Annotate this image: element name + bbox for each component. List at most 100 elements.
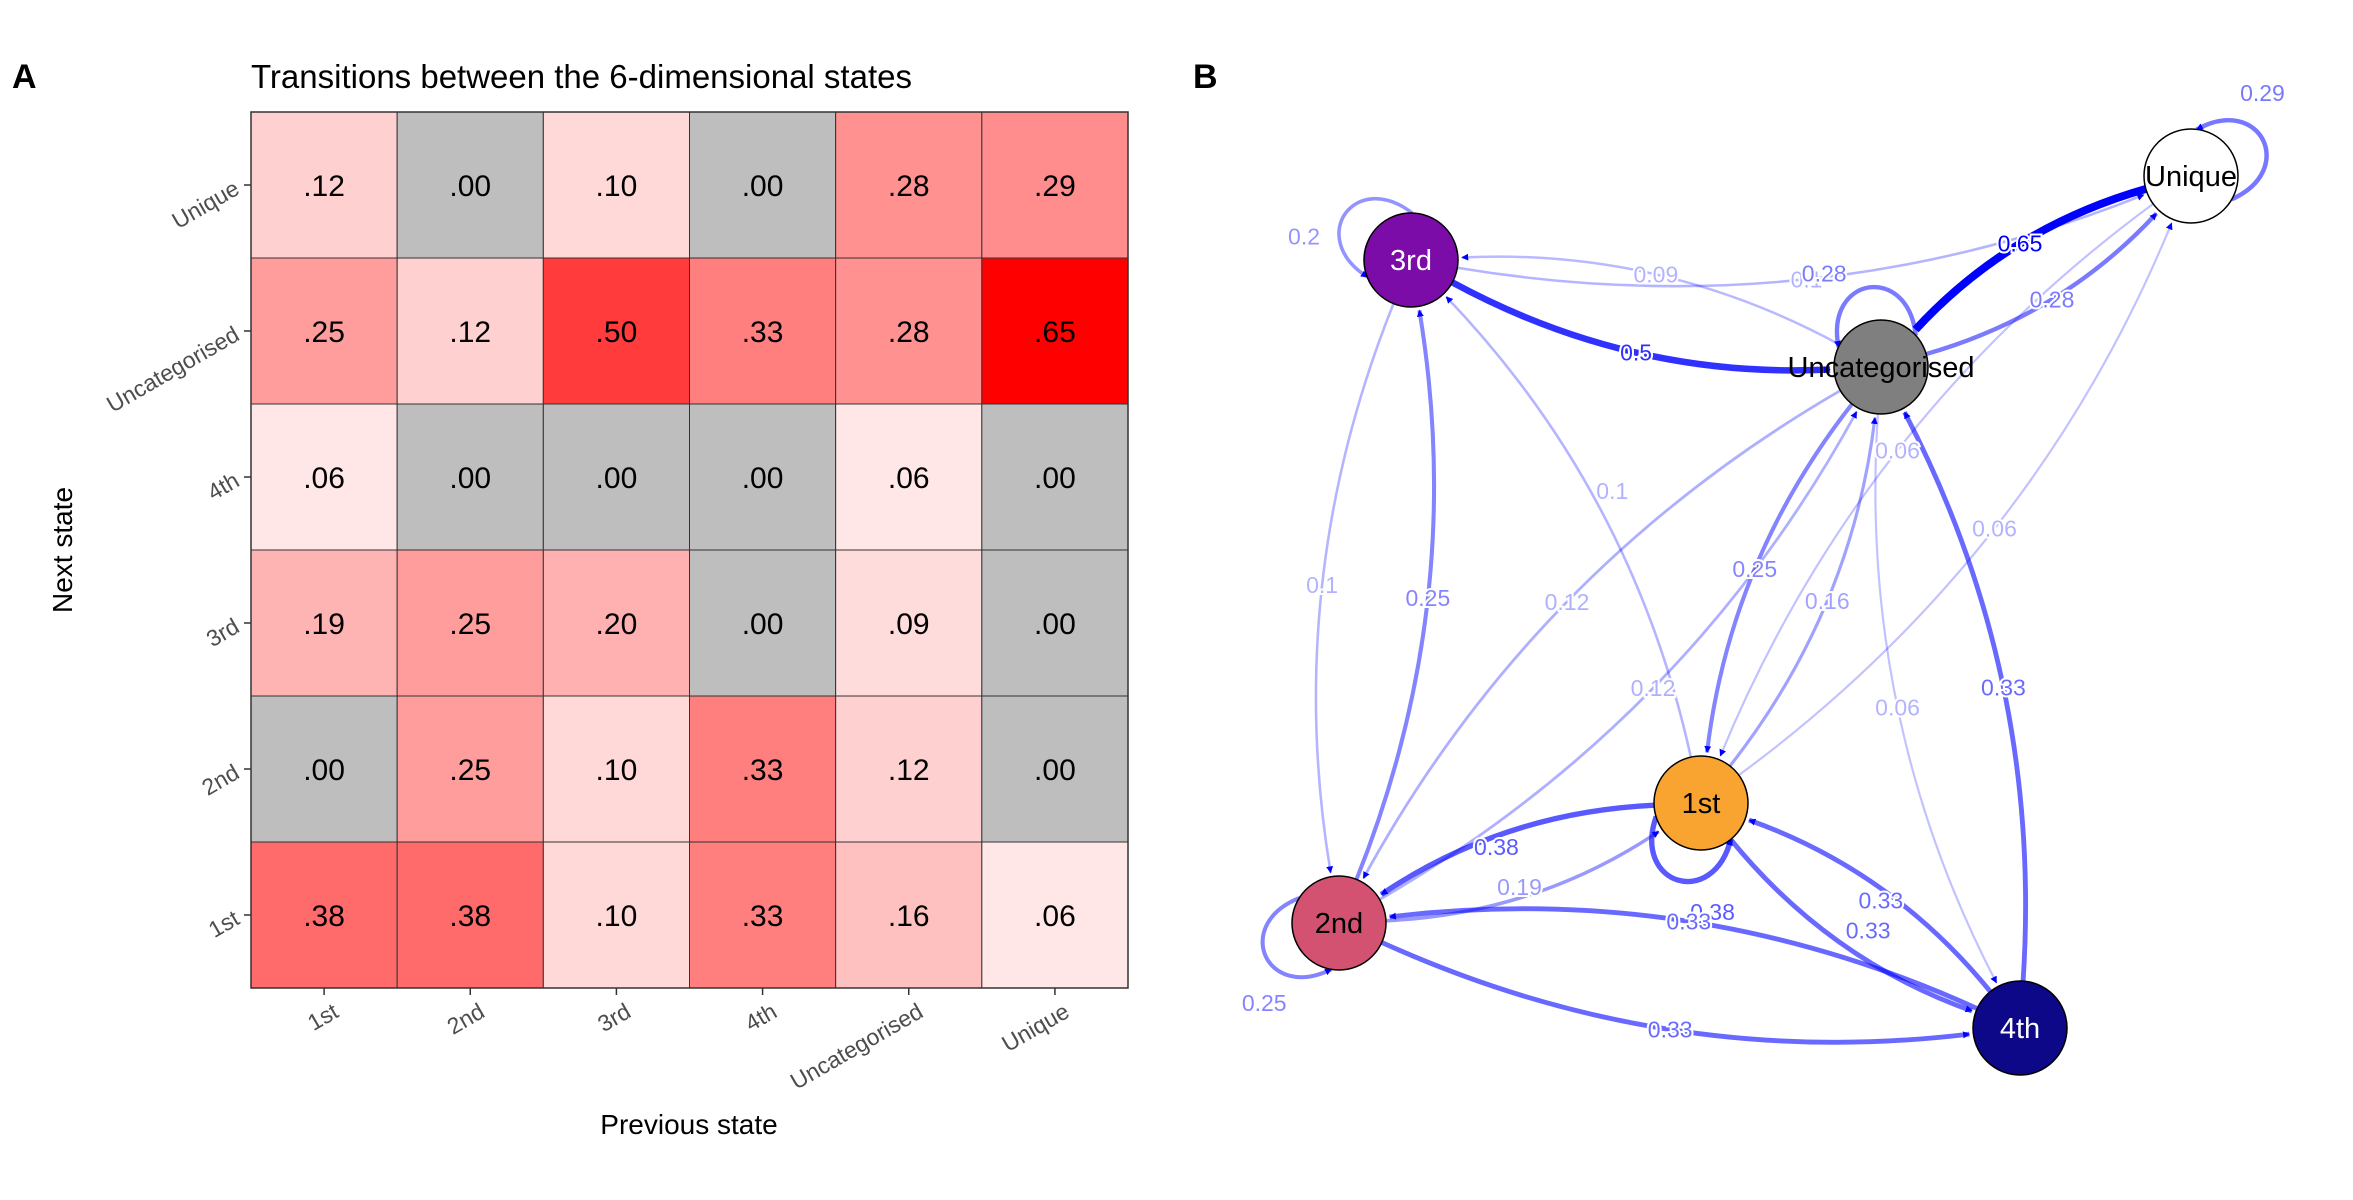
edge-1st-to-uncategorised xyxy=(1728,416,1878,767)
node-label: 4th xyxy=(2000,1013,2040,1045)
x-axis-ticks: 1st 2nd 3rd 4th Uncategorised Unique xyxy=(303,988,1073,1094)
heatmap-cell-label: .25 xyxy=(449,754,491,787)
edge-1st-to-1st xyxy=(1649,815,1734,885)
heatmap-cell-label: .12 xyxy=(303,170,345,203)
edge-1st-to-3rd xyxy=(1445,295,1693,758)
edge-label: 0.09 xyxy=(1634,261,1679,287)
heatmap-cell xyxy=(689,403,837,551)
edge-2nd-to-2nd xyxy=(1260,896,1333,980)
edge-label: 0.25 xyxy=(1242,990,1287,1016)
edge-label: 0.16 xyxy=(1805,588,1850,614)
edge-label: 0.25 xyxy=(1405,585,1450,611)
edge-1st-to-unique xyxy=(1738,222,2173,777)
edge-label: 0.28 xyxy=(1802,260,1847,286)
edge-unique-to-unique xyxy=(2195,118,2269,202)
edge-label: 0.33 xyxy=(1846,918,1891,944)
edge-label: 0.33 xyxy=(1648,1017,1693,1043)
x-tick-label: Unique xyxy=(997,998,1073,1057)
edge-label: 0.2 xyxy=(1288,223,1320,249)
network-edges xyxy=(1260,118,2269,1045)
edge-3rd-to-2nd xyxy=(1314,303,1395,874)
heatmap-cell-label: .50 xyxy=(596,316,638,349)
heatmap-cell-label: .10 xyxy=(596,900,638,933)
heatmap-cell-label: .00 xyxy=(449,170,491,203)
heatmap-cell-label: .00 xyxy=(1034,608,1076,641)
heatmap-cell-label: .25 xyxy=(303,316,345,349)
network-edge-labels: 0.38 0.38 0.1 0.33 0.16 0.06 0.19 0.25 0.25 0.33 0… xyxy=(1240,78,2287,1045)
heatmap-cell-label: .00 xyxy=(742,170,784,203)
edge-label: 0.5 xyxy=(1620,340,1652,366)
heatmap-cell-label: .10 xyxy=(596,754,638,787)
node-3rd xyxy=(1363,212,1459,308)
edge-2nd-to-4th xyxy=(1380,940,1971,1045)
heatmap-cell-label: .38 xyxy=(303,900,345,933)
heatmap-cell-label: .00 xyxy=(742,462,784,495)
node-2nd xyxy=(1291,875,1387,971)
edge-label: 0.1 xyxy=(1791,266,1823,292)
heatmap-cell-label: .06 xyxy=(888,462,930,495)
node-1st xyxy=(1653,755,1749,851)
edge-label: 0.65 xyxy=(1998,231,2043,257)
edge-label: 0.19 xyxy=(1497,874,1542,900)
heatmap-cell-label: .06 xyxy=(1034,900,1076,933)
node-label: Unique xyxy=(2145,161,2237,193)
node-unique xyxy=(2143,128,2239,224)
heatmap-cell xyxy=(689,257,837,405)
edge-label: 0.28 xyxy=(2030,286,2075,312)
heatmap-cell-label: .09 xyxy=(888,608,930,641)
heatmap-cell xyxy=(689,111,837,259)
heatmap-cell-label: .38 xyxy=(449,900,491,933)
heatmap-cells: .12 .00 .10 .00 .28 .29 .25 .12 .50 .33 .28 .65 .06.… xyxy=(250,111,1129,989)
edge-label: 0.12 xyxy=(1545,589,1590,615)
edge-label: 0.25 xyxy=(1732,556,1777,582)
edge-label: 0.33 xyxy=(1981,674,2026,700)
edge-label: 0.33 xyxy=(1666,908,1711,934)
heatmap-cell xyxy=(396,403,544,551)
edge-label: 0.38 xyxy=(1474,834,1519,860)
node-label: 2nd xyxy=(1315,908,1363,940)
edge-uncategorised-to-2nd xyxy=(1362,389,1842,879)
edge-2nd-to-uncategorised xyxy=(1378,411,1858,901)
heatmap-cell xyxy=(689,695,837,843)
heatmap-cell xyxy=(250,257,398,405)
heatmap-cell xyxy=(542,549,690,697)
heatmap-cell xyxy=(250,841,398,989)
heatmap-cell-label: .33 xyxy=(742,900,784,933)
edge-4th-to-1st xyxy=(1748,817,1993,994)
heatmap-cell xyxy=(835,841,983,989)
y-tick-label: 4th xyxy=(203,467,244,506)
heatmap-cell xyxy=(981,257,1129,405)
heatmap-cell-label: .00 xyxy=(449,462,491,495)
heatmap-cell xyxy=(250,695,398,843)
heatmap-cell xyxy=(835,695,983,843)
heatmap-cell-label: .00 xyxy=(742,608,784,641)
edge-label: 0.29 xyxy=(2240,80,2285,106)
heatmap-cell-label: .12 xyxy=(888,754,930,787)
heatmap-cell-label: .19 xyxy=(303,608,345,641)
y-tick-label: Unique xyxy=(167,175,243,234)
heatmap-cell xyxy=(981,403,1129,551)
edge-unique-to-1st xyxy=(1719,202,2154,757)
edge-label: 0.06 xyxy=(1875,695,1920,721)
x-tick-label: 4th xyxy=(740,998,781,1037)
heatmap-cell-label: .33 xyxy=(742,754,784,787)
heatmap-cell-label: .00 xyxy=(596,462,638,495)
y-axis-title: Next state xyxy=(47,487,78,613)
heatmap-cell xyxy=(542,695,690,843)
heatmap-cell xyxy=(689,549,837,697)
heatmap-cell xyxy=(981,841,1129,989)
edge-2nd-to-1st xyxy=(1385,830,1660,923)
heatmap-cell-label: .10 xyxy=(596,170,638,203)
edge-1st-to-2nd xyxy=(1379,802,1655,897)
x-tick-label: 3rd xyxy=(593,998,635,1037)
heatmap-panel: A Transitions between the 6-dimensional … xyxy=(12,58,1129,1140)
heatmap-cell xyxy=(835,111,983,259)
heatmap-cell-label: .25 xyxy=(449,608,491,641)
heatmap-cell-label: .28 xyxy=(888,316,930,349)
edge-label: 0.1 xyxy=(1596,478,1628,504)
heatmap-cell-label: .00 xyxy=(303,754,345,787)
edge-3rd-to-3rd xyxy=(1337,197,1414,279)
x-tick-label: 1st xyxy=(303,998,343,1036)
